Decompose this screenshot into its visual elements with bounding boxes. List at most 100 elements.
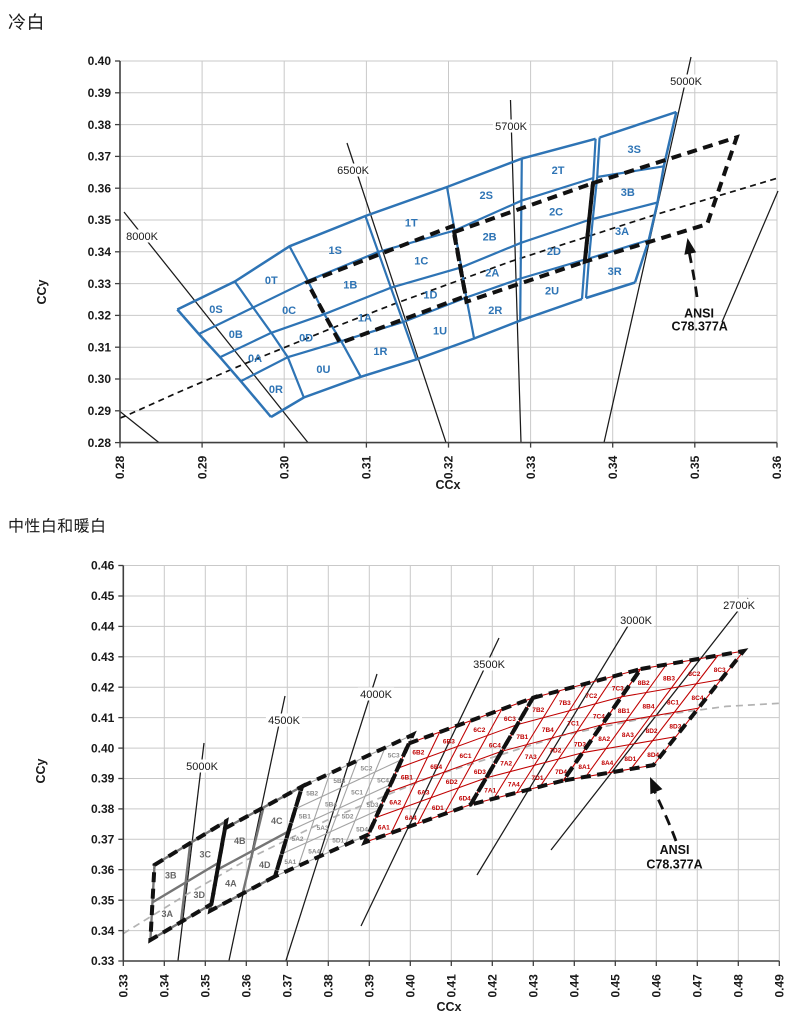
svg-text:CCx: CCx bbox=[435, 478, 460, 492]
svg-text:4000K: 4000K bbox=[360, 689, 392, 701]
svg-text:1C: 1C bbox=[414, 255, 428, 267]
svg-text:6500K: 6500K bbox=[337, 165, 369, 177]
svg-text:0.43: 0.43 bbox=[91, 650, 115, 664]
svg-text:5B2: 5B2 bbox=[306, 791, 318, 798]
svg-text:5D4: 5D4 bbox=[356, 827, 368, 834]
svg-text:4D: 4D bbox=[259, 860, 271, 870]
svg-text:0.31: 0.31 bbox=[360, 455, 374, 479]
svg-text:5C2: 5C2 bbox=[361, 765, 373, 772]
svg-text:2S: 2S bbox=[479, 190, 492, 202]
svg-text:7C4: 7C4 bbox=[593, 714, 605, 721]
svg-text:2R: 2R bbox=[488, 305, 502, 317]
svg-text:0.38: 0.38 bbox=[88, 118, 112, 132]
svg-text:0.43: 0.43 bbox=[527, 974, 541, 998]
svg-text:8C4: 8C4 bbox=[692, 695, 704, 702]
svg-text:7D1: 7D1 bbox=[532, 775, 544, 782]
svg-text:5D2: 5D2 bbox=[342, 813, 354, 820]
svg-text:0.49: 0.49 bbox=[773, 974, 787, 998]
svg-text:6D1: 6D1 bbox=[432, 805, 444, 812]
svg-text:7A3: 7A3 bbox=[525, 754, 537, 761]
svg-text:0.29: 0.29 bbox=[195, 455, 209, 479]
svg-text:0.34: 0.34 bbox=[158, 974, 172, 998]
svg-text:7C3: 7C3 bbox=[612, 686, 624, 693]
svg-text:0.34: 0.34 bbox=[88, 245, 112, 259]
svg-text:5000K: 5000K bbox=[670, 76, 702, 88]
svg-text:6A1: 6A1 bbox=[378, 824, 390, 831]
svg-text:5A2: 5A2 bbox=[292, 836, 304, 843]
svg-text:CCy: CCy bbox=[35, 279, 49, 304]
svg-text:ANSI: ANSI bbox=[684, 306, 714, 320]
svg-text:7B4: 7B4 bbox=[542, 727, 554, 734]
svg-text:0.29: 0.29 bbox=[88, 404, 112, 418]
svg-text:8B4: 8B4 bbox=[643, 704, 655, 711]
svg-text:0R: 0R bbox=[269, 384, 283, 396]
svg-text:0.45: 0.45 bbox=[91, 589, 115, 603]
svg-text:5C1: 5C1 bbox=[351, 789, 363, 796]
svg-text:CCx: CCx bbox=[436, 1000, 461, 1014]
svg-text:6B2: 6B2 bbox=[412, 750, 424, 757]
svg-text:3A: 3A bbox=[162, 909, 174, 919]
svg-text:0.33: 0.33 bbox=[524, 455, 538, 479]
svg-text:0.48: 0.48 bbox=[732, 974, 746, 998]
svg-text:0.39: 0.39 bbox=[91, 772, 115, 786]
svg-text:1R: 1R bbox=[373, 346, 387, 358]
svg-text:6B1: 6B1 bbox=[401, 775, 413, 782]
svg-text:0.36: 0.36 bbox=[240, 974, 254, 998]
svg-text:2T: 2T bbox=[552, 165, 565, 177]
svg-text:0.45: 0.45 bbox=[609, 974, 623, 998]
svg-text:3C: 3C bbox=[199, 849, 211, 859]
svg-text:7A1: 7A1 bbox=[484, 788, 496, 795]
svg-text:2A: 2A bbox=[485, 268, 499, 280]
svg-text:ANSI: ANSI bbox=[660, 843, 690, 857]
svg-text:0.37: 0.37 bbox=[91, 833, 115, 847]
svg-text:1T: 1T bbox=[405, 217, 418, 229]
svg-text:3B: 3B bbox=[165, 870, 177, 880]
svg-text:0.35: 0.35 bbox=[199, 974, 213, 998]
svg-text:8B3: 8B3 bbox=[663, 676, 675, 683]
svg-text:2C: 2C bbox=[549, 206, 563, 218]
svg-text:2U: 2U bbox=[545, 285, 559, 297]
svg-text:8C2: 8C2 bbox=[688, 671, 700, 678]
svg-text:6D2: 6D2 bbox=[446, 779, 458, 786]
svg-text:6D4: 6D4 bbox=[459, 795, 471, 802]
svg-text:7C1: 7C1 bbox=[567, 720, 579, 727]
svg-text:6B3: 6B3 bbox=[443, 738, 455, 745]
svg-text:5D1: 5D1 bbox=[332, 838, 344, 845]
svg-text:3R: 3R bbox=[608, 266, 622, 278]
svg-text:4500K: 4500K bbox=[268, 715, 300, 727]
svg-text:8A3: 8A3 bbox=[622, 732, 634, 739]
svg-text:1U: 1U bbox=[433, 325, 447, 337]
svg-text:0U: 0U bbox=[316, 364, 330, 376]
svg-text:0.33: 0.33 bbox=[91, 954, 115, 968]
svg-text:0.37: 0.37 bbox=[281, 974, 295, 998]
svg-text:3500K: 3500K bbox=[473, 659, 505, 671]
svg-text:5C3: 5C3 bbox=[388, 753, 400, 760]
svg-text:0.38: 0.38 bbox=[91, 802, 115, 816]
svg-text:0.36: 0.36 bbox=[91, 863, 115, 877]
svg-text:0T: 0T bbox=[265, 275, 278, 287]
svg-text:0.37: 0.37 bbox=[88, 150, 112, 164]
svg-text:0.35: 0.35 bbox=[688, 455, 702, 479]
svg-text:7D2: 7D2 bbox=[549, 748, 561, 755]
svg-text:3A: 3A bbox=[615, 226, 629, 238]
svg-text:7C2: 7C2 bbox=[585, 693, 597, 700]
svg-text:6C4: 6C4 bbox=[489, 743, 501, 750]
svg-text:0S: 0S bbox=[209, 304, 222, 316]
svg-text:0B: 0B bbox=[229, 329, 243, 341]
svg-text:0A: 0A bbox=[248, 353, 262, 365]
svg-text:6D3: 6D3 bbox=[474, 769, 486, 776]
svg-text:0.33: 0.33 bbox=[88, 277, 112, 291]
svg-text:8B2: 8B2 bbox=[638, 680, 650, 687]
svg-text:5A1: 5A1 bbox=[284, 859, 296, 866]
svg-text:0.32: 0.32 bbox=[88, 309, 112, 323]
svg-text:5000K: 5000K bbox=[186, 761, 218, 773]
svg-text:5B1: 5B1 bbox=[299, 813, 311, 820]
svg-text:0.41: 0.41 bbox=[445, 974, 459, 998]
svg-text:0.28: 0.28 bbox=[113, 455, 127, 479]
svg-text:0.34: 0.34 bbox=[91, 924, 115, 938]
svg-text:8D4: 8D4 bbox=[647, 752, 659, 759]
svg-text:8D2: 8D2 bbox=[646, 728, 658, 735]
svg-text:0.32: 0.32 bbox=[442, 455, 456, 479]
svg-text:7A2: 7A2 bbox=[500, 761, 512, 768]
svg-text:7A4: 7A4 bbox=[508, 781, 520, 788]
